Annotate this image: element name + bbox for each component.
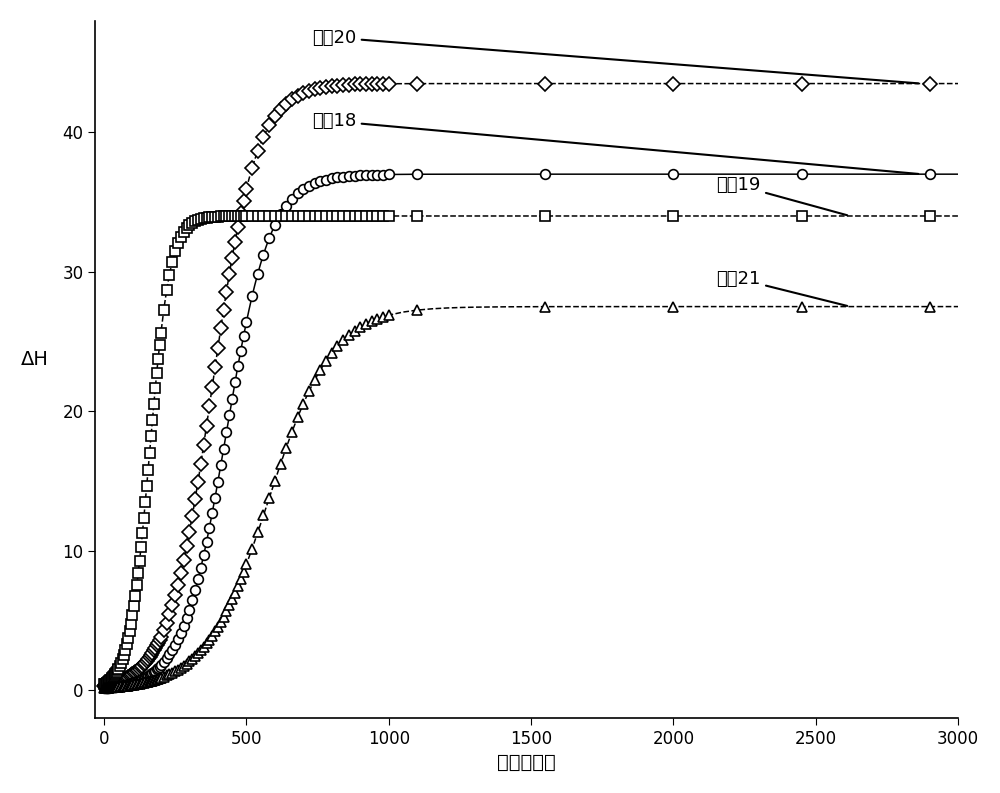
Text: 实例21: 实例21 (716, 270, 847, 306)
Text: 实例20: 实例20 (312, 29, 918, 83)
Text: 实例18: 实例18 (312, 112, 918, 174)
Text: 实例19: 实例19 (716, 176, 847, 215)
X-axis label: 时间（分）: 时间（分） (497, 753, 556, 772)
Y-axis label: ΔH: ΔH (21, 351, 49, 370)
